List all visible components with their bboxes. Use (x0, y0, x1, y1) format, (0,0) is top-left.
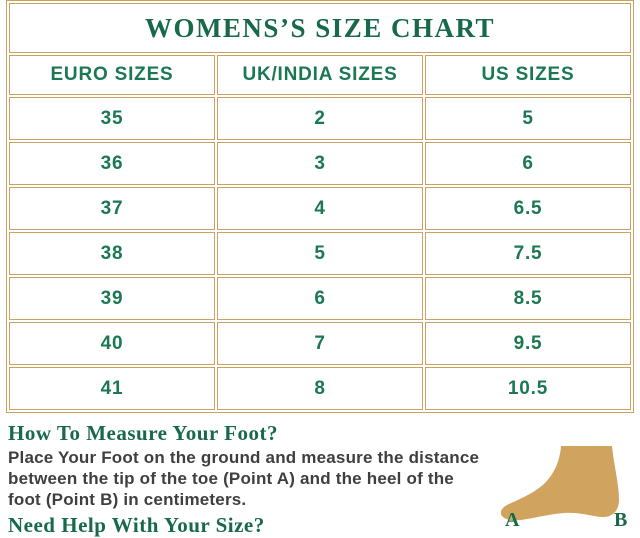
us-size-value: 9.5 (425, 322, 631, 365)
uk-india-size-value: 2 (217, 97, 423, 140)
measure-instructions: Place Your Foot on the ground and measur… (8, 447, 479, 510)
table-title-row: WOMENS’S SIZE CHART (9, 3, 631, 53)
us-size-value: 6.5 (425, 187, 631, 230)
foot-silhouette-icon (500, 446, 619, 521)
uk-india-size-value: 7 (217, 322, 423, 365)
foot-illustration (498, 441, 635, 531)
table-row: 36 3 6 (9, 142, 631, 185)
instruction-line: foot (Point B) in centimeters. (8, 490, 247, 509)
uk-india-size-value: 6 (217, 277, 423, 320)
uk-india-size-value: 4 (217, 187, 423, 230)
table-row: 37 4 6.5 (9, 187, 631, 230)
us-size-value: 6 (425, 142, 631, 185)
need-help-heading: Need Help With Your Size? (8, 513, 265, 537)
table-header-row: EURO SIZES UK/INDIA SIZES US SIZES (9, 55, 631, 95)
foot-point-a-label: A (505, 509, 520, 531)
column-header-us-sizes: US SIZES (425, 55, 631, 95)
us-size-value: 7.5 (425, 232, 631, 275)
measure-foot-heading: How To Measure Your Foot? (8, 421, 278, 445)
column-header-uk-india-sizes: UK/INDIA SIZES (217, 55, 423, 95)
us-size-value: 10.5 (425, 367, 631, 410)
foot-point-b-label: B (614, 509, 628, 531)
table-row: 35 2 5 (9, 97, 631, 140)
us-size-value: 5 (425, 97, 631, 140)
euro-size-value: 38 (9, 232, 215, 275)
table-row: 38 5 7.5 (9, 232, 631, 275)
table-row: 39 6 8.5 (9, 277, 631, 320)
uk-india-size-value: 8 (217, 367, 423, 410)
table-row: 41 8 10.5 (9, 367, 631, 410)
euro-size-value: 37 (9, 187, 215, 230)
table-row: 40 7 9.5 (9, 322, 631, 365)
euro-size-value: 40 (9, 322, 215, 365)
uk-india-size-value: 5 (217, 232, 423, 275)
column-header-euro-sizes: EURO SIZES (9, 55, 215, 95)
instruction-line: Place Your Foot on the ground and measur… (8, 448, 480, 467)
uk-india-size-value: 3 (217, 142, 423, 185)
size-chart-table: WOMENS’S SIZE CHART EURO SIZES UK/INDIA … (6, 0, 634, 413)
us-size-value: 8.5 (425, 277, 631, 320)
euro-size-value: 41 (9, 367, 215, 410)
size-chart-title: WOMENS’S SIZE CHART (9, 3, 631, 53)
euro-size-value: 39 (9, 277, 215, 320)
instruction-line: between the tip of the toe (Point A) and… (8, 469, 454, 488)
euro-size-value: 36 (9, 142, 215, 185)
euro-size-value: 35 (9, 97, 215, 140)
